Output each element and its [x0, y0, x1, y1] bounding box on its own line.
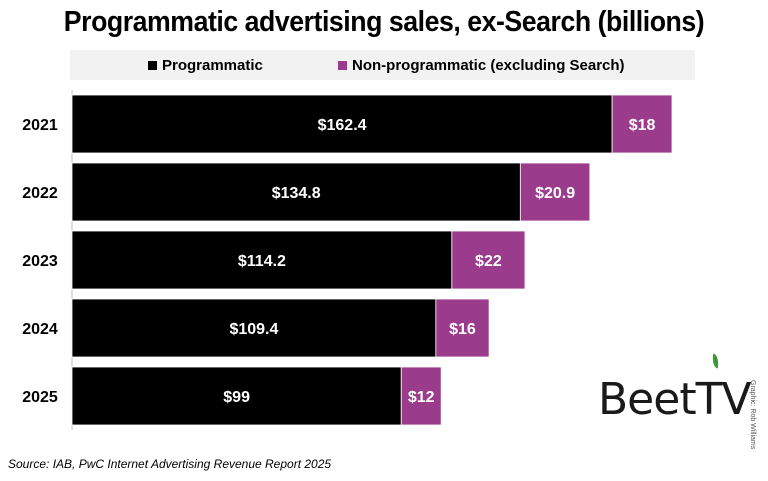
legend: Programmatic Non-programmatic (excluding…	[70, 50, 695, 80]
category-label-2025: 2025	[22, 389, 58, 406]
bar-programmatic-2022	[71, 162, 521, 222]
bar-non-programmatic-2023	[451, 230, 526, 290]
chart-title: Programmatic advertising sales, ex-Searc…	[63, 6, 705, 38]
data-label-non-programmatic-2021: $18	[629, 117, 656, 134]
legend-swatch-non-programmatic	[338, 61, 347, 70]
legend-item-non-programmatic: Non-programmatic (excluding Search)	[338, 57, 625, 74]
data-label-non-programmatic-2022: $20.9	[535, 185, 575, 202]
data-label-programmatic-2022: $134.8	[272, 185, 321, 202]
bar-programmatic-2025	[71, 366, 402, 426]
bar-programmatic-2023	[71, 230, 453, 290]
bar-non-programmatic-2022	[519, 162, 591, 222]
data-label-non-programmatic-2024: $16	[449, 321, 476, 338]
data-label-non-programmatic-2025: $12	[408, 389, 435, 406]
category-label-2023: 2023	[22, 253, 58, 270]
source-note: Source: IAB, PwC Internet Advertising Re…	[8, 457, 332, 471]
logo-text-beet: Beet	[598, 374, 697, 425]
data-label-programmatic-2021: $162.4	[318, 117, 367, 134]
data-label-programmatic-2025: $99	[223, 389, 250, 406]
legend-swatch-programmatic	[148, 61, 157, 70]
bar-non-programmatic-2025	[400, 366, 442, 426]
bar-programmatic-2024	[71, 298, 437, 358]
logo-text-tv: TV	[695, 374, 752, 425]
data-label-programmatic-2024: $109.4	[229, 321, 278, 338]
bar-non-programmatic-2024	[435, 298, 490, 358]
data-label-non-programmatic-2023: $22	[475, 253, 502, 270]
category-label-2021: 2021	[22, 117, 58, 134]
category-label-2022: 2022	[22, 185, 58, 202]
legend-label-programmatic: Programmatic	[162, 57, 263, 74]
legend-item-programmatic: Programmatic	[148, 57, 263, 74]
bar-programmatic-2021	[71, 94, 613, 154]
data-label-programmatic-2023: $114.2	[238, 253, 286, 270]
bar-non-programmatic-2021	[611, 94, 673, 154]
legend-label-non-programmatic: Non-programmatic (excluding Search)	[352, 57, 625, 74]
beettv-logo: BeetTV	[598, 374, 752, 425]
category-label-2024: 2024	[22, 321, 58, 338]
